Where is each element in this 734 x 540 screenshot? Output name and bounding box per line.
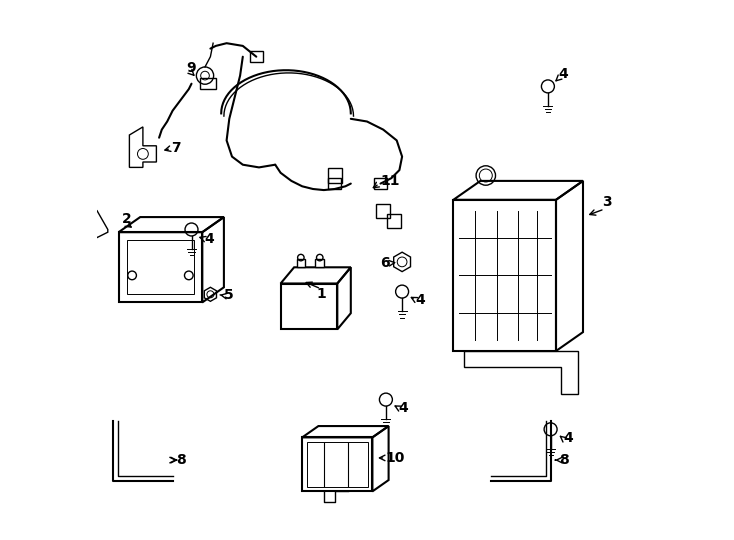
Text: 4: 4	[415, 293, 425, 307]
Text: 10: 10	[386, 451, 405, 465]
Text: 7: 7	[172, 141, 181, 156]
Text: 4: 4	[559, 67, 568, 81]
Text: 3: 3	[603, 195, 612, 210]
Text: 4: 4	[399, 401, 408, 415]
Polygon shape	[316, 259, 324, 267]
Text: 4: 4	[563, 431, 573, 446]
Text: 8: 8	[176, 453, 186, 467]
Text: 2: 2	[122, 212, 131, 226]
Text: 4: 4	[204, 232, 214, 246]
Text: 11: 11	[380, 174, 400, 188]
Text: 9: 9	[186, 60, 196, 75]
Text: 5: 5	[224, 288, 233, 302]
Text: 8: 8	[559, 453, 568, 467]
Text: 1: 1	[316, 287, 326, 301]
Text: 6: 6	[380, 256, 390, 270]
Polygon shape	[297, 259, 305, 267]
